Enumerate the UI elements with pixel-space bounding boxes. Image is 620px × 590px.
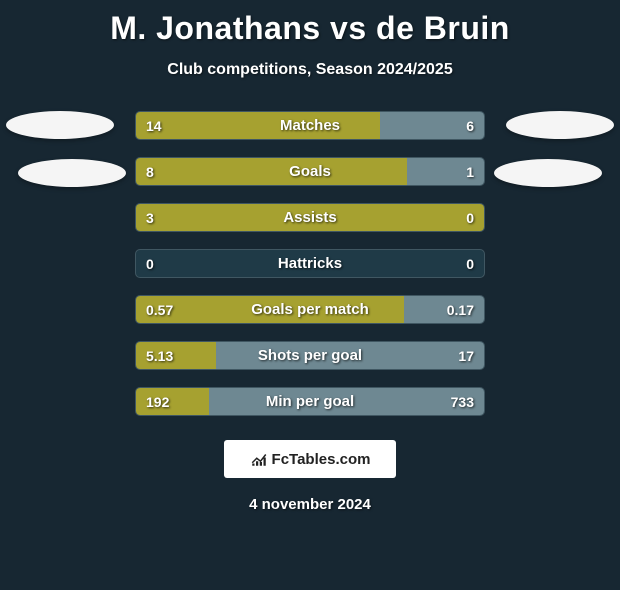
page-subtitle: Club competitions, Season 2024/2025 — [0, 61, 620, 79]
bar-fill-left — [136, 296, 404, 323]
chart-icon — [250, 450, 268, 468]
comparison-row: Goals per match0.570.17 — [135, 295, 485, 324]
bar-fill-right — [404, 296, 484, 323]
comparison-chart: Matches146 Goals81 Assists30 Hattricks0 0 Goa… — [0, 111, 620, 416]
comparison-row: Matches146 — [135, 111, 485, 140]
comparison-row: Shots per goal5.1317 — [135, 341, 485, 370]
bar-fill-right — [216, 342, 484, 369]
report-date: 4 november 2024 — [0, 496, 620, 513]
comparison-row: Hattricks0 0 — [135, 249, 485, 278]
comparison-row: Min per goal192733 — [135, 387, 485, 416]
bar-fill-left — [136, 204, 484, 231]
bar-value-left: 0 — [146, 250, 154, 277]
player-avatar-left-bottom — [18, 159, 126, 187]
source-logo: FcTables.com — [224, 440, 396, 478]
bar-label: Hattricks — [136, 250, 484, 277]
source-logo-text: FcTables.com — [272, 451, 371, 468]
bar-fill-left — [136, 112, 380, 139]
player-avatar-right-bottom — [494, 159, 602, 187]
bar-value-right: 0 — [466, 250, 474, 277]
page-title: M. Jonathans vs de Bruin — [0, 10, 620, 47]
bar-fill-right — [209, 388, 484, 415]
bar-fill-left — [136, 388, 209, 415]
player-avatar-left-top — [6, 111, 114, 139]
bar-fill-right — [407, 158, 484, 185]
bar-fill-right — [380, 112, 484, 139]
player-avatar-right-top — [506, 111, 614, 139]
comparison-bars: Matches146 Goals81 Assists30 Hattricks0 0 Goa… — [135, 111, 485, 416]
comparison-row: Assists30 — [135, 203, 485, 232]
bar-fill-left — [136, 158, 407, 185]
comparison-row: Goals81 — [135, 157, 485, 186]
bar-fill-left — [136, 342, 216, 369]
